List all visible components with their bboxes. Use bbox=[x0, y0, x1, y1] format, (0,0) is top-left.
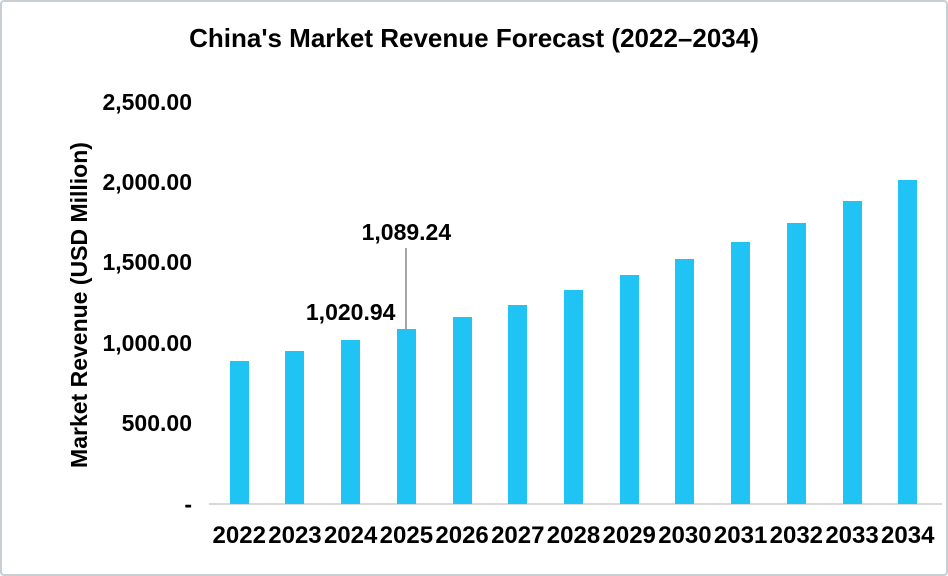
data-label-leader-line bbox=[405, 247, 408, 329]
y-tick-label: 500.00 bbox=[121, 410, 192, 437]
chart-title: China's Market Revenue Forecast (2022–20… bbox=[189, 23, 759, 53]
bar-2031 bbox=[731, 242, 751, 504]
x-axis-label-2026: 2026 bbox=[435, 522, 489, 549]
x-axis-label-2029: 2029 bbox=[602, 522, 656, 549]
bar-2026 bbox=[452, 317, 472, 504]
x-axis-label-2031: 2031 bbox=[713, 522, 768, 549]
x-axis-label-2025: 2025 bbox=[379, 522, 434, 549]
data-label-2025: 1,089.24 bbox=[361, 218, 452, 245]
x-axis-label-2034: 2034 bbox=[881, 522, 935, 549]
bar-2029 bbox=[619, 274, 639, 504]
bar-2027 bbox=[508, 304, 528, 504]
bar-2023 bbox=[285, 351, 305, 504]
x-axis-label-2023: 2023 bbox=[268, 522, 322, 549]
x-axis-label-2032: 2032 bbox=[769, 522, 824, 549]
y-tick-label: - bbox=[184, 490, 192, 517]
x-axis-label-2024: 2024 bbox=[323, 522, 378, 549]
bar-2030 bbox=[675, 258, 695, 504]
y-tick-label: 1,000.00 bbox=[102, 329, 192, 356]
bar-2025 bbox=[396, 328, 416, 504]
x-axis-label-2028: 2028 bbox=[546, 522, 601, 549]
x-axis-label-2033: 2033 bbox=[825, 522, 879, 549]
x-axis-label-2022: 2022 bbox=[212, 522, 266, 549]
x-axis-label-2030: 2030 bbox=[658, 522, 712, 549]
bar-2034 bbox=[898, 179, 918, 504]
data-label-2024: 1,020.94 bbox=[305, 298, 396, 325]
bar-2033 bbox=[842, 201, 862, 504]
bar-2022 bbox=[229, 361, 249, 504]
bar-2032 bbox=[786, 222, 806, 504]
x-axis-label-2027: 2027 bbox=[491, 522, 545, 549]
x-axis-line bbox=[209, 503, 942, 505]
y-tick-label: 2,500.00 bbox=[102, 88, 192, 115]
bar-2028 bbox=[564, 289, 583, 504]
y-tick-label: 1,500.00 bbox=[102, 249, 192, 276]
y-tick-label: 2,000.00 bbox=[102, 168, 192, 195]
bar-2024 bbox=[341, 339, 361, 504]
